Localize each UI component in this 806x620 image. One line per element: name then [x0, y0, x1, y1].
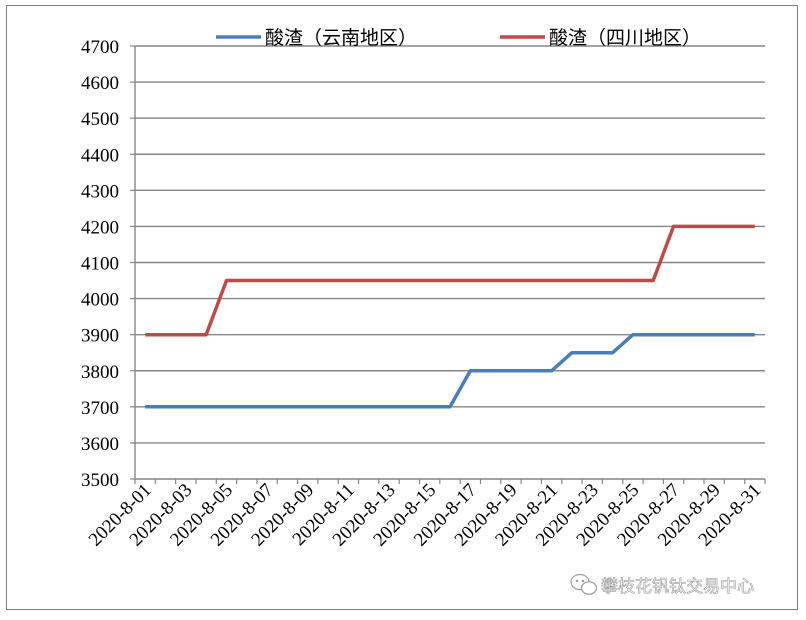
y-tick-label: 4300 [81, 181, 119, 202]
gridlines [135, 45, 765, 444]
y-tick-label: 4700 [81, 37, 119, 58]
y-tick-label: 4200 [81, 217, 119, 238]
legend-label-sichuan: 酸渣（四川地区） [549, 27, 701, 49]
y-tick-label: 4100 [81, 254, 119, 275]
legend-item-yunnan: 酸渣（云南地区） [216, 27, 417, 49]
x-tick-labels: 2020-8-012020-8-032020-8-052020-8-072020… [85, 480, 765, 551]
y-tick-label: 3900 [81, 326, 119, 347]
y-tick-labels: 3500 3600 3700 3800 3900 4000 4100 4200 4300 4400… [81, 37, 119, 491]
axes [130, 45, 766, 484]
legend: 酸渣（云南地区） 酸渣（四川地区） [216, 27, 701, 49]
series-lines [145, 224, 755, 409]
chart-frame [6, 5, 798, 610]
y-tick-label: 4000 [81, 290, 119, 311]
watermark-text: 攀枝花钒钛交易中心 [601, 577, 754, 597]
y-tick-label: 3800 [81, 362, 119, 383]
y-tick-label: 4500 [81, 109, 119, 130]
series-line-0 [145, 332, 755, 409]
y-tick-label: 3700 [81, 398, 119, 419]
y-tick-label: 3500 [81, 470, 119, 491]
y-tick-label: 3600 [81, 434, 119, 455]
series-line-1 [145, 224, 755, 337]
legend-label-yunnan: 酸渣（云南地区） [265, 27, 417, 49]
wechat-icon [570, 573, 598, 595]
y-tick-label: 4600 [81, 73, 119, 94]
y-tick-label: 4400 [81, 145, 119, 166]
watermark: 攀枝花钒钛交易中心 [570, 573, 754, 597]
legend-item-sichuan: 酸渣（四川地区） [500, 27, 701, 49]
